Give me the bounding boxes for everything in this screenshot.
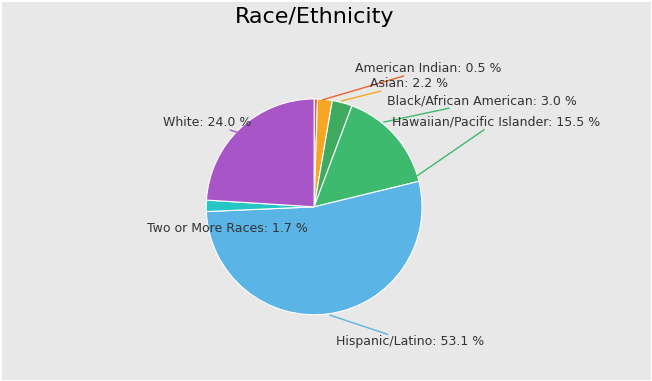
Wedge shape (206, 200, 314, 211)
Title: Race/Ethnicity: Race/Ethnicity (234, 7, 394, 27)
Wedge shape (314, 106, 419, 207)
Text: Asian: 2.2 %: Asian: 2.2 % (342, 77, 449, 101)
Wedge shape (314, 99, 318, 207)
Wedge shape (314, 101, 352, 207)
Text: American Indian: 0.5 %: American Indian: 0.5 % (323, 62, 501, 100)
Text: Two or More Races: 1.7 %: Two or More Races: 1.7 % (147, 220, 308, 235)
Wedge shape (314, 99, 333, 207)
Text: Hispanic/Latino: 53.1 %: Hispanic/Latino: 53.1 % (330, 315, 484, 348)
Wedge shape (207, 99, 314, 207)
Wedge shape (206, 181, 422, 315)
Text: Hawaiian/Pacific Islander: 15.5 %: Hawaiian/Pacific Islander: 15.5 % (392, 115, 600, 178)
Text: White: 24.0 %: White: 24.0 % (163, 116, 252, 133)
Text: Black/African American: 3.0 %: Black/African American: 3.0 % (384, 94, 578, 122)
